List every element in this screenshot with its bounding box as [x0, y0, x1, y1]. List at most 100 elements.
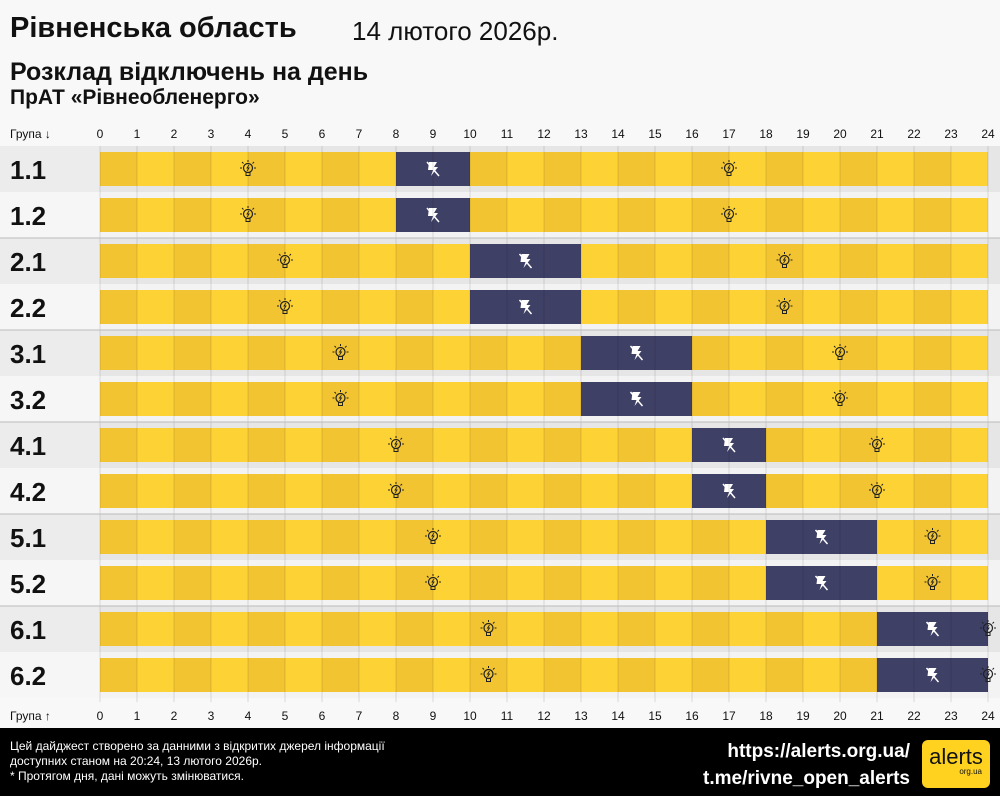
hour-cell: [692, 198, 729, 232]
hour-cell: [544, 428, 581, 462]
power-on-icon: [832, 390, 848, 406]
power-on-icon: [924, 574, 941, 590]
hour-cell: [359, 152, 396, 186]
hour-cell: [692, 658, 729, 692]
group-row: 4.1: [0, 422, 1000, 468]
group-label: 3.2: [10, 385, 46, 415]
telegram-link[interactable]: t.me/rivne_open_alerts: [703, 768, 910, 789]
hour-cell: [951, 244, 988, 278]
hour-cell: [840, 428, 877, 462]
hour-cell: [470, 198, 507, 232]
hour-cell: [174, 336, 211, 370]
hour-cell: [544, 658, 581, 692]
group-row: 2.1: [0, 238, 1000, 284]
hour-cell: [211, 520, 248, 554]
hour-cell: [433, 428, 470, 462]
hour-cell: [655, 244, 692, 278]
hour-cell: [285, 520, 322, 554]
hour-cell: [507, 474, 544, 508]
hour-cell: [433, 336, 470, 370]
hour-cell: [581, 290, 618, 324]
hour-tick: 11: [500, 127, 514, 141]
hour-cell: [951, 566, 988, 600]
hour-cell: [396, 382, 433, 416]
hour-cell: [322, 290, 359, 324]
hour-tick: 21: [870, 709, 884, 723]
hour-tick: 23: [944, 709, 958, 723]
hour-cell: [359, 474, 396, 508]
hour-cell: [248, 520, 285, 554]
hour-cell: [100, 290, 137, 324]
hour-cell: [729, 198, 766, 232]
hour-cell: [470, 336, 507, 370]
hour-cell: [914, 290, 951, 324]
hour-tick: 8: [392, 709, 400, 723]
hour-cell: [544, 612, 581, 646]
hour-tick: 6: [318, 709, 326, 723]
subtitle: Розклад відключень на день: [10, 58, 369, 86]
hour-cell: [100, 474, 137, 508]
footer-disclaimer: * Протягом дня, дані можуть змінюватися.: [10, 769, 244, 783]
hour-cell: [729, 658, 766, 692]
hour-tick: 19: [796, 709, 810, 723]
hour-cell: [248, 428, 285, 462]
hour-tick: 13: [574, 709, 588, 723]
footer-note: доступних станом на 20:24, 13 лютого 202…: [10, 754, 262, 768]
power-on-icon: [480, 620, 497, 636]
hour-cell: [766, 336, 803, 370]
hour-tick: 13: [574, 127, 588, 141]
group-row: 6.2: [0, 652, 1000, 698]
hour-cell: [803, 382, 840, 416]
hour-tick: 0: [96, 709, 104, 723]
hour-cell: [470, 520, 507, 554]
hour-tick: 5: [281, 709, 289, 723]
hour-cell: [322, 198, 359, 232]
hour-cell: [285, 382, 322, 416]
power-on-icon: [924, 528, 941, 544]
hour-cell: [766, 382, 803, 416]
hour-cell: [692, 244, 729, 278]
hour-cell: [840, 382, 877, 416]
hour-cell: [618, 520, 655, 554]
power-off-icon: [925, 667, 940, 683]
hour-cell: [951, 474, 988, 508]
hour-cell: [285, 152, 322, 186]
group-row: 2.2: [0, 284, 1000, 330]
hour-cell: [766, 198, 803, 232]
group-row: 3.1: [0, 330, 1000, 376]
hour-cell: [877, 428, 914, 462]
site-link[interactable]: https://alerts.org.ua/: [727, 741, 910, 762]
hour-cell: [544, 382, 581, 416]
hour-tick: 17: [722, 709, 736, 723]
hour-tick: 9: [429, 127, 437, 141]
hour-cell: [433, 244, 470, 278]
hour-cell: [100, 244, 137, 278]
hour-cell: [285, 566, 322, 600]
hour-cell: [285, 336, 322, 370]
hour-cell: [803, 290, 840, 324]
hour-tick: 19: [796, 127, 810, 141]
group-row: 5.1: [0, 514, 1000, 560]
hour-cell: [470, 382, 507, 416]
hour-cell: [766, 658, 803, 692]
hour-tick: 15: [648, 127, 662, 141]
hour-cell: [396, 244, 433, 278]
hour-cell: [507, 566, 544, 600]
hour-cell: [803, 658, 840, 692]
group-label-bg: [0, 468, 100, 514]
hour-cell: [433, 520, 470, 554]
hour-cell: [211, 152, 248, 186]
hour-cell: [544, 520, 581, 554]
hour-cell: [322, 152, 359, 186]
power-off-icon: [629, 345, 644, 361]
hour-cell: [655, 428, 692, 462]
group-row: 4.2: [0, 468, 1000, 514]
hour-cell: [359, 336, 396, 370]
hour-cell: [951, 382, 988, 416]
hour-cell: [322, 428, 359, 462]
hour-cell: [507, 428, 544, 462]
hour-cell: [581, 244, 618, 278]
group-row: 1.1: [0, 146, 1000, 192]
hour-cell: [174, 244, 211, 278]
hour-cell: [137, 336, 174, 370]
